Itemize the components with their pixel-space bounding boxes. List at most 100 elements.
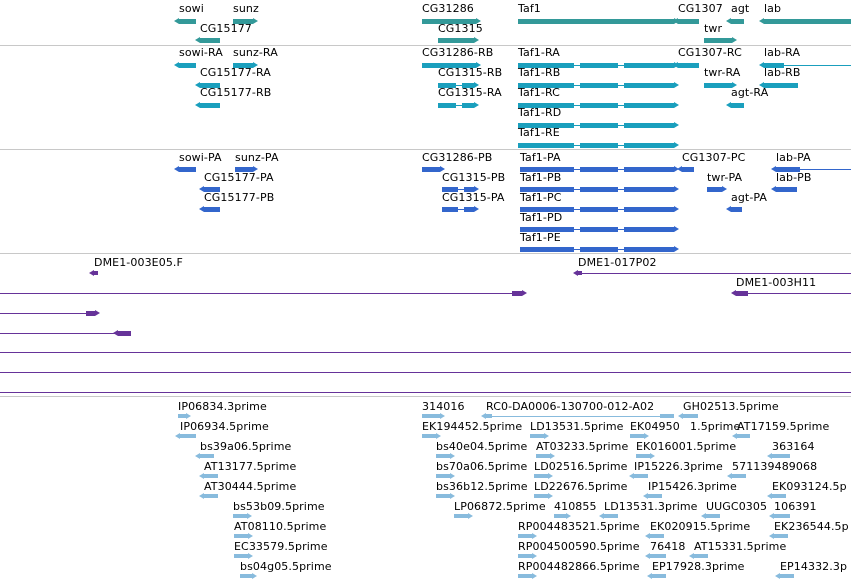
feature-label[interactable]: RP004482866.5prime: [518, 560, 640, 573]
feature-label[interactable]: 314016: [422, 400, 465, 413]
feature-glyph[interactable]: [694, 554, 708, 558]
feature-glyph[interactable]: [736, 291, 748, 296]
feature-glyph[interactable]: [580, 143, 618, 148]
feature-label[interactable]: CG15177-RB: [200, 86, 272, 99]
feature-glyph[interactable]: [776, 187, 797, 192]
feature-glyph[interactable]: [660, 414, 674, 418]
feature-glyph[interactable]: [520, 227, 574, 232]
feature-glyph[interactable]: [580, 227, 618, 232]
feature-label[interactable]: EP14332.3p: [780, 560, 848, 573]
feature-glyph[interactable]: [604, 514, 618, 518]
feature-glyph[interactable]: [234, 534, 248, 538]
feature-glyph[interactable]: [731, 19, 744, 24]
feature-label[interactable]: Taf1-RC: [518, 86, 560, 99]
feature-label[interactable]: CG1315-PB: [442, 171, 506, 184]
feature-label[interactable]: Taf1-RE: [518, 126, 560, 139]
feature-glyph[interactable]: [422, 434, 436, 438]
feature-label[interactable]: sunz-RA: [233, 46, 278, 59]
feature-label[interactable]: sowi-PA: [179, 151, 222, 164]
feature-glyph[interactable]: [704, 38, 732, 43]
feature-label[interactable]: Taf1-PB: [520, 171, 562, 184]
feature-glyph[interactable]: [518, 554, 532, 558]
feature-label[interactable]: Taf1-RB: [518, 66, 561, 79]
feature-glyph[interactable]: [624, 143, 674, 148]
feature-label[interactable]: CG31286-PB: [422, 151, 493, 164]
feature-label[interactable]: CG15177: [200, 22, 252, 35]
feature-label[interactable]: IP06834.3prime: [178, 400, 267, 413]
feature-label[interactable]: bs53b09.5prime: [233, 500, 325, 513]
feature-label[interactable]: 363164: [772, 440, 815, 453]
feature-label[interactable]: lab-PB: [776, 171, 812, 184]
feature-label[interactable]: twr-PA: [707, 171, 743, 184]
feature-label[interactable]: AT08110.5prime: [234, 520, 327, 533]
feature-label[interactable]: Taf1-RA: [518, 46, 560, 59]
feature-glyph[interactable]: [204, 187, 220, 192]
feature-label[interactable]: EK194452.5prime: [422, 420, 523, 433]
feature-glyph[interactable]: [624, 247, 674, 252]
feature-label[interactable]: DME1-017P02: [578, 256, 657, 269]
feature-glyph[interactable]: [180, 434, 196, 438]
feature-label[interactable]: CG1315-RA: [438, 86, 502, 99]
feature-glyph[interactable]: [464, 207, 474, 212]
feature-label[interactable]: EK04950: [630, 420, 680, 433]
feature-glyph[interactable]: [178, 414, 186, 418]
feature-label[interactable]: CG1307: [678, 2, 723, 15]
feature-glyph[interactable]: [179, 63, 196, 68]
feature-label[interactable]: bs36b12.5prime: [436, 480, 528, 493]
feature-glyph[interactable]: [634, 474, 648, 478]
feature-glyph[interactable]: [520, 167, 574, 172]
feature-label[interactable]: bs39a06.5prime: [200, 440, 292, 453]
feature-glyph[interactable]: [200, 103, 220, 108]
feature-glyph[interactable]: [704, 83, 732, 88]
feature-glyph[interactable]: [772, 494, 786, 498]
feature-glyph[interactable]: [233, 63, 253, 68]
feature-glyph[interactable]: [764, 63, 784, 68]
feature-label[interactable]: RP004483521.5prime: [518, 520, 640, 533]
feature-label[interactable]: EK093124.5p: [772, 480, 847, 493]
feature-label[interactable]: LD22676.5prime: [534, 480, 628, 493]
feature-glyph[interactable]: [179, 167, 196, 172]
feature-label[interactable]: RP004500590.5prime: [518, 540, 640, 553]
feature-glyph[interactable]: [118, 331, 131, 336]
feature-label[interactable]: lab-RB: [764, 66, 801, 79]
feature-glyph[interactable]: [518, 19, 674, 24]
feature-label[interactable]: EP17928.3prime: [652, 560, 745, 573]
feature-label[interactable]: EK020915.5prime: [650, 520, 751, 533]
feature-label[interactable]: LD13531.5prime: [530, 420, 624, 433]
feature-label[interactable]: AT03233.5prime: [536, 440, 629, 453]
feature-label[interactable]: bs40e04.5prime: [436, 440, 528, 453]
feature-glyph[interactable]: [234, 554, 248, 558]
feature-glyph[interactable]: [780, 574, 794, 578]
feature-label[interactable]: agt-RA: [731, 86, 769, 99]
feature-glyph[interactable]: [678, 19, 699, 24]
feature-label[interactable]: DME1-003H11: [736, 276, 817, 289]
feature-glyph[interactable]: [442, 187, 458, 192]
feature-glyph[interactable]: [650, 554, 666, 558]
feature-label[interactable]: CG31286: [422, 2, 474, 15]
feature-label[interactable]: twr: [704, 22, 723, 35]
feature-glyph[interactable]: [624, 207, 674, 212]
feature-glyph[interactable]: [707, 187, 722, 192]
feature-glyph[interactable]: [678, 63, 699, 68]
feature-glyph[interactable]: [580, 247, 618, 252]
feature-glyph[interactable]: [518, 143, 574, 148]
feature-glyph[interactable]: [86, 311, 95, 316]
feature-label[interactable]: agt-PA: [731, 191, 768, 204]
feature-label[interactable]: lab-PA: [776, 151, 811, 164]
feature-label[interactable]: CG15177-PB: [204, 191, 275, 204]
feature-label[interactable]: CG1315-PA: [442, 191, 505, 204]
feature-glyph[interactable]: [464, 187, 474, 192]
feature-glyph[interactable]: [518, 83, 574, 88]
feature-label[interactable]: Taf1: [518, 2, 541, 15]
feature-label[interactable]: IP15226.3prime: [634, 460, 723, 473]
feature-label[interactable]: IP15426.3prime: [648, 480, 737, 493]
feature-label[interactable]: LD13531.3prime: [604, 500, 698, 513]
feature-glyph[interactable]: [179, 19, 196, 24]
feature-glyph[interactable]: [534, 494, 548, 498]
feature-glyph[interactable]: [442, 207, 458, 212]
feature-label[interactable]: lab-RA: [764, 46, 801, 59]
feature-glyph[interactable]: [520, 207, 574, 212]
feature-glyph[interactable]: [518, 574, 532, 578]
feature-label[interactable]: EK236544.5p: [774, 520, 849, 533]
feature-glyph[interactable]: [518, 63, 574, 68]
